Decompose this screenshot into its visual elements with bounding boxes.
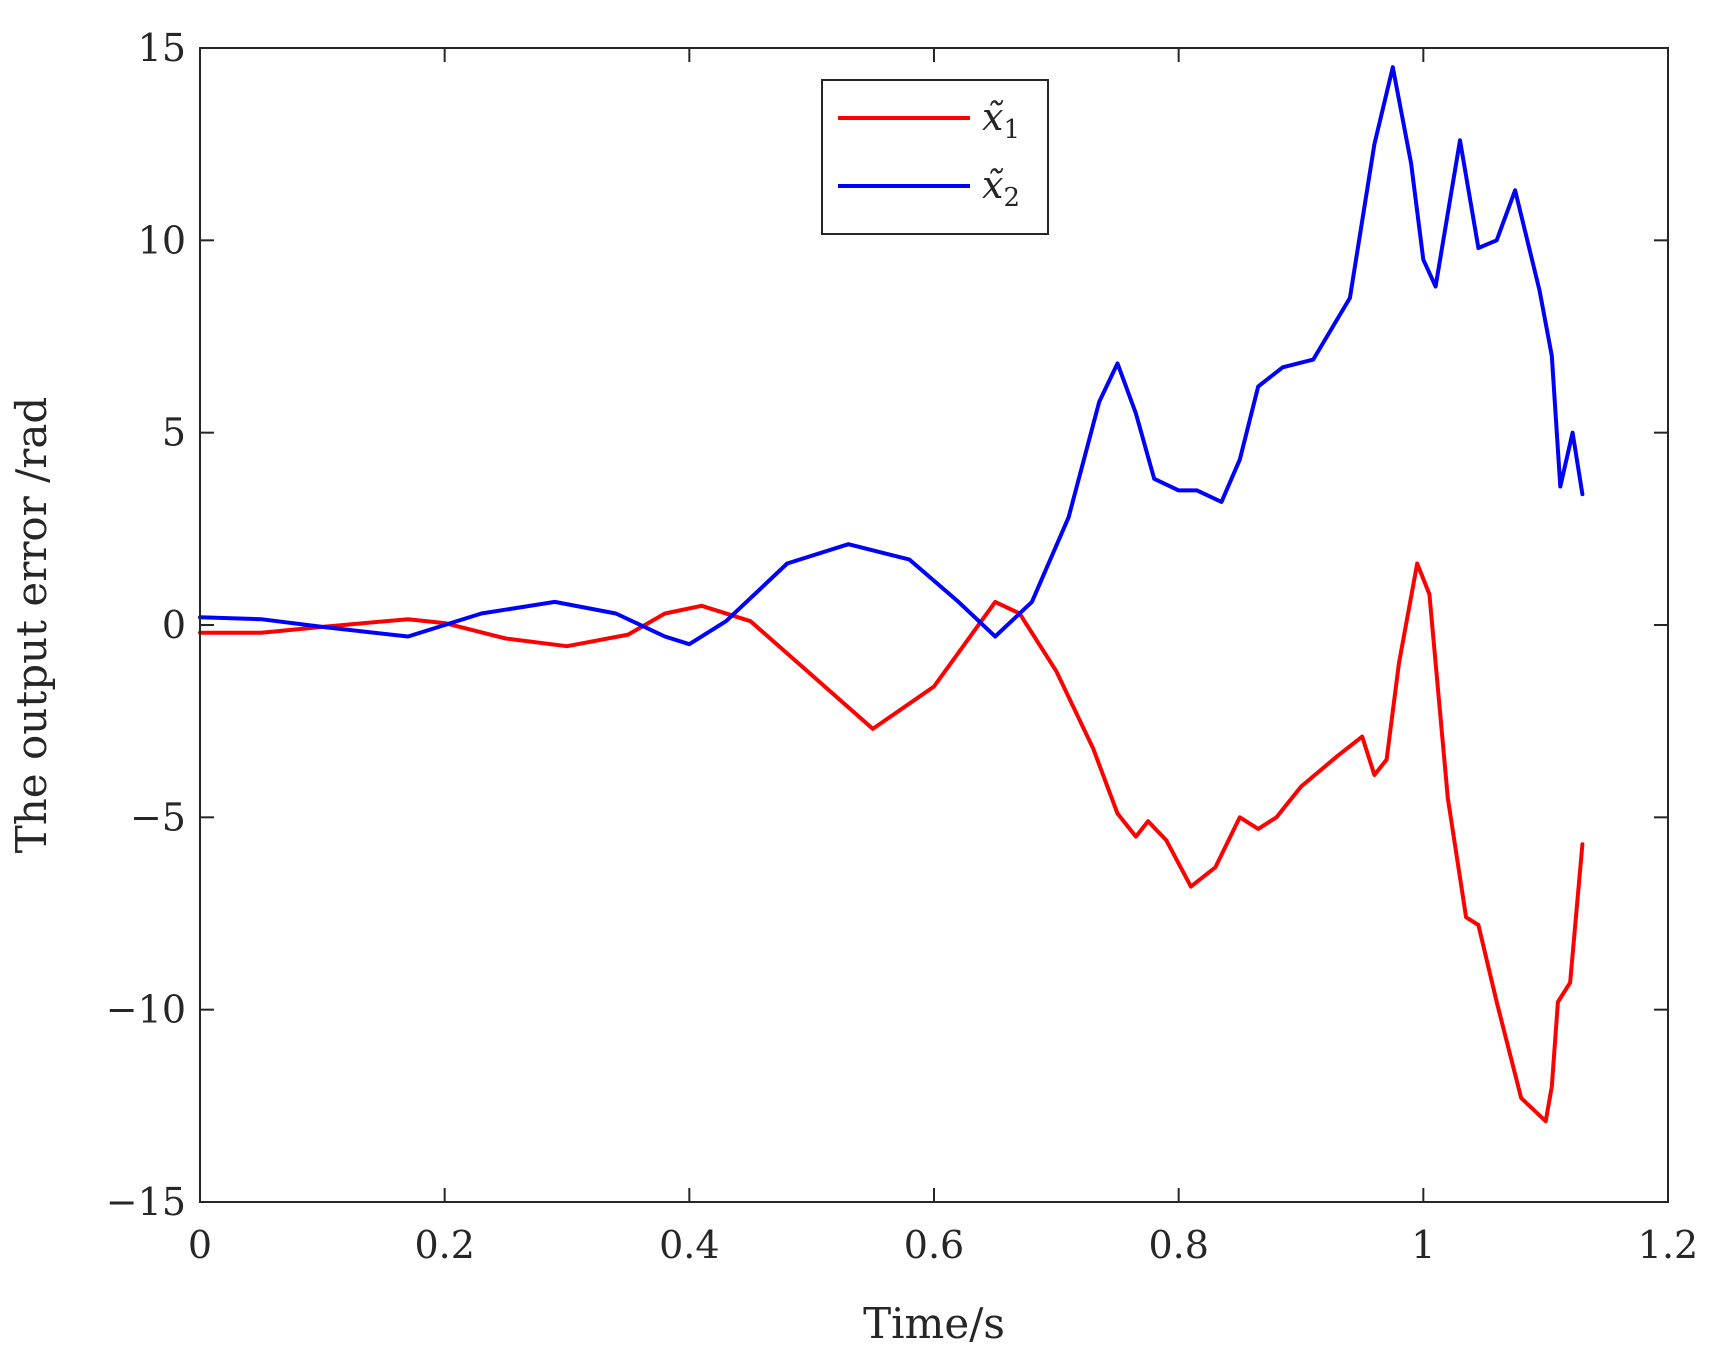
x-tick-label: 0.2 xyxy=(414,1223,474,1267)
y-tick-label: −5 xyxy=(130,795,186,839)
series-line-1 xyxy=(198,561,1585,1124)
x-tick-label: 0.4 xyxy=(659,1223,719,1267)
y-tick-label: −10 xyxy=(106,988,186,1032)
tick-layer: 0 0.2 0.4 0.6 0.8 1 1.2 −15 −10 −5 0 5 10 15 xyxy=(106,26,1698,1267)
x-tick-label: 0 xyxy=(188,1223,212,1267)
series-line-2 xyxy=(198,65,1585,647)
legend-label-2: x̃2 xyxy=(982,163,1020,213)
y-axis-label: The output error /rad xyxy=(7,397,56,854)
y-tick-label: 5 xyxy=(162,411,186,455)
y-tick-label: 0 xyxy=(162,603,186,647)
x-tick-label: 0.8 xyxy=(1148,1223,1208,1267)
y-tick-label: −15 xyxy=(106,1180,186,1224)
series-layer xyxy=(198,65,1585,1124)
x-tick-label: 1 xyxy=(1411,1223,1435,1267)
y-tick-label: 15 xyxy=(138,26,186,70)
legend-box xyxy=(821,79,1049,235)
x-axis-label: Time/s xyxy=(863,1299,1005,1348)
x-tick-label: 1.2 xyxy=(1638,1223,1698,1267)
legend: x̃1x̃2 xyxy=(821,79,1049,235)
y-tick-label: 10 xyxy=(138,218,186,262)
legend-label-1: x̃1 xyxy=(982,95,1020,145)
x-tick-label: 0.6 xyxy=(904,1223,964,1267)
